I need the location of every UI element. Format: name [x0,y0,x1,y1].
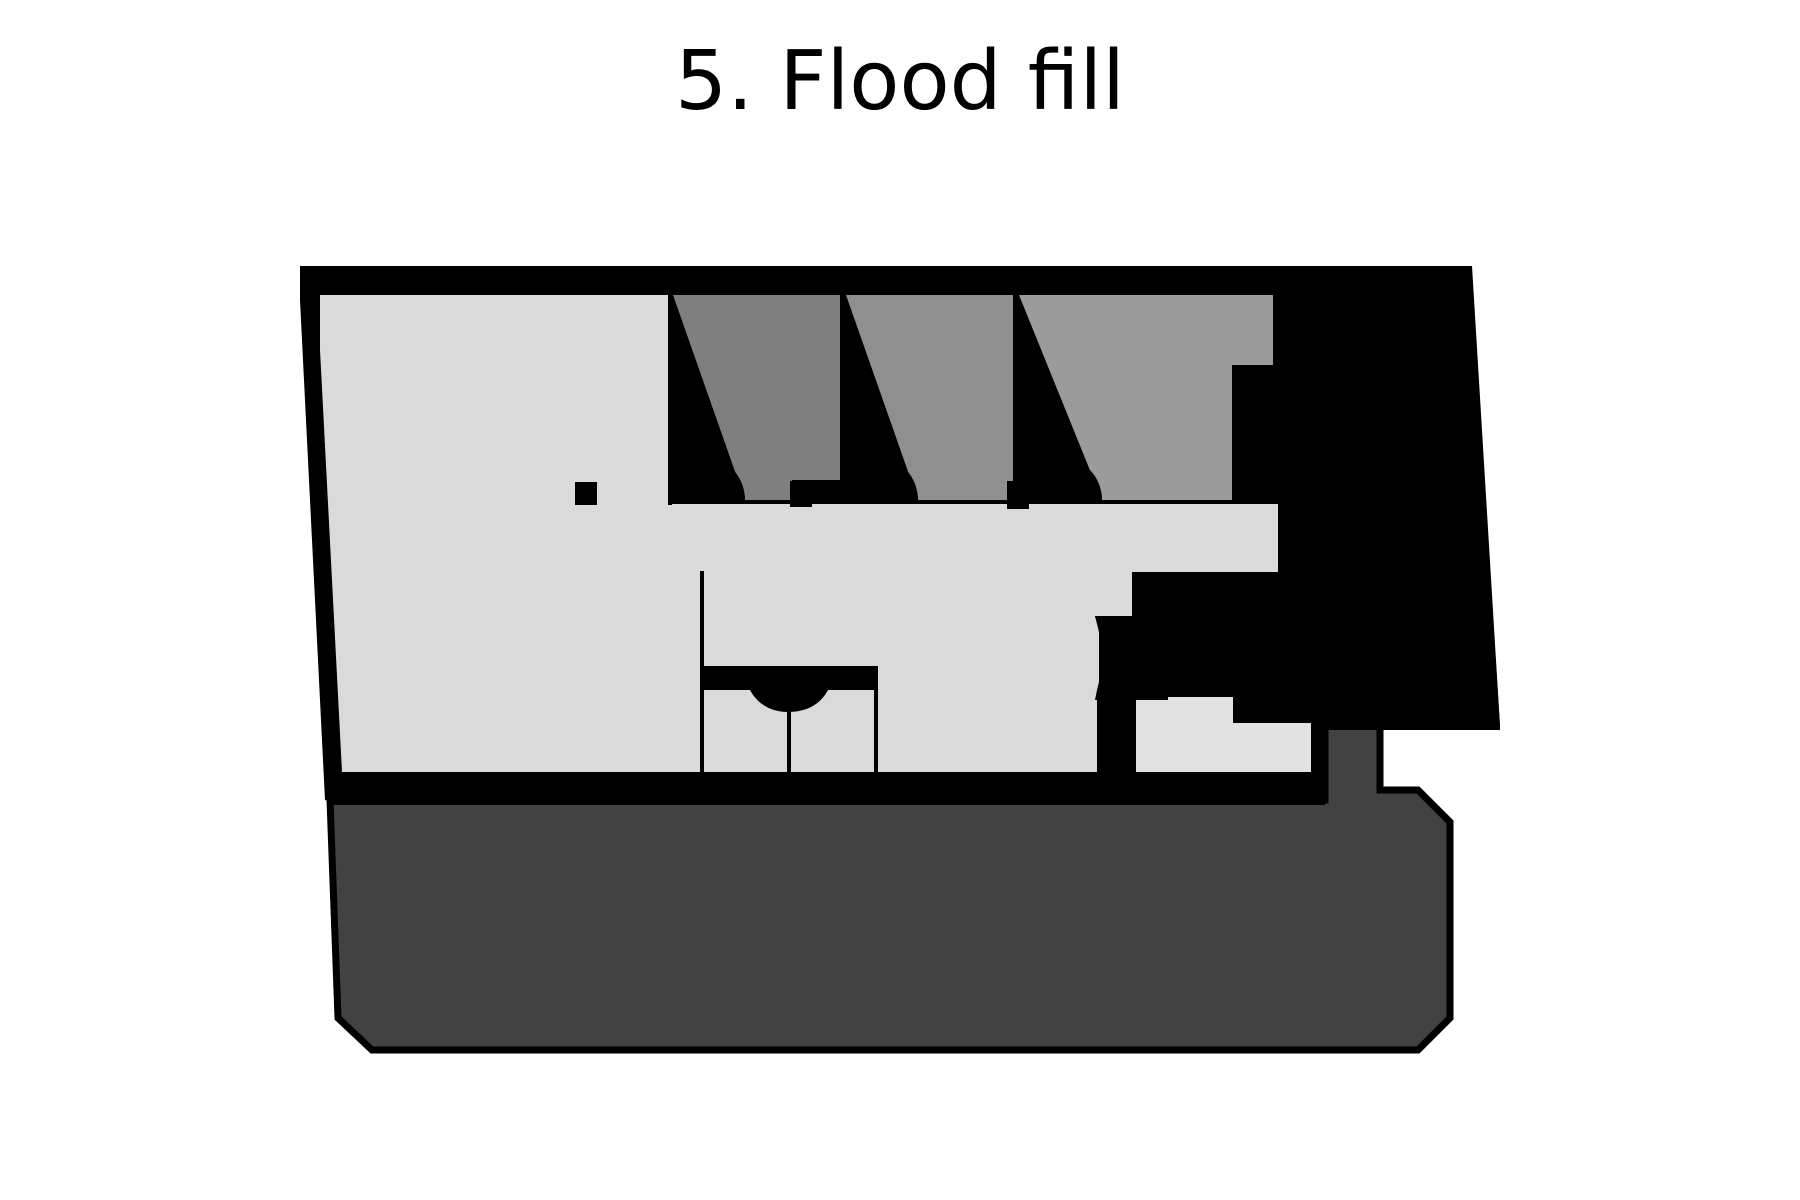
wall-small-rooms-top [702,666,877,690]
door-block-right [1095,616,1132,700]
door-arc-room-c [1019,458,1102,500]
corridor-region [320,295,1278,772]
figure-title: 5. Flood fill [675,34,1125,129]
room-c-region [1019,295,1273,500]
room-b-region [846,295,1013,500]
pillar [575,482,597,505]
room-a-region [673,295,840,500]
door-arc-room-b [846,457,918,500]
door-arc-room-a [670,457,745,500]
left-wall [300,266,337,801]
door-arc-small-rooms [750,690,828,712]
right-wall-block [1095,295,1500,730]
lower-right-room-region [1136,697,1311,772]
